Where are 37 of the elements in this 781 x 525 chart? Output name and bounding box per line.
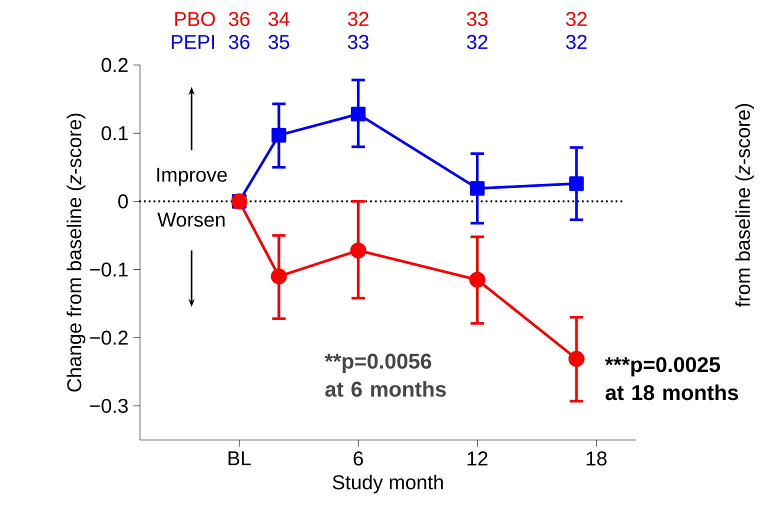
point — [470, 181, 485, 196]
point — [469, 272, 486, 288]
x-tick-label: BL — [228, 451, 251, 466]
point — [270, 268, 287, 284]
point — [272, 128, 286, 143]
y-tick-label: 0 — [118, 194, 128, 208]
y-tick-label: 0.1 — [102, 126, 128, 140]
text: PEPI — [172, 35, 214, 49]
y2-axis-title: from baseline (z-score) — [735, 104, 754, 307]
x-axis-title: Study month — [332, 474, 443, 494]
point — [350, 242, 366, 258]
point — [350, 106, 366, 122]
annotation: Improve — [157, 168, 227, 186]
x-tick-label: 12 — [468, 451, 488, 466]
text: 32 — [348, 12, 368, 26]
text: 32 — [566, 34, 587, 50]
x-tick-label: 6 — [354, 451, 363, 466]
text: PBO — [175, 12, 215, 26]
text: 33 — [348, 34, 368, 50]
annotation: Worsen — [157, 212, 225, 227]
text: 32 — [466, 34, 488, 50]
y-tick-label: −0.2 — [90, 330, 128, 345]
text: 36 — [228, 34, 250, 50]
text: 33 — [466, 12, 488, 26]
y-tick-label: −0.1 — [90, 262, 128, 277]
y-tick-label: −0.3 — [90, 398, 128, 413]
y-axis-title: Change from baseline (z-score) — [66, 114, 86, 392]
text: 34 — [268, 12, 290, 26]
text: 36 — [228, 12, 250, 26]
point — [569, 176, 584, 191]
y-tick-label: 0.2 — [102, 58, 128, 72]
annotation: **p=0.0056 at 6 months — [324, 354, 446, 397]
x-tick-label: 18 — [586, 451, 607, 466]
point — [568, 350, 584, 367]
annotation: ***p=0.0025 at 18 months — [605, 357, 738, 400]
text: 35 — [268, 34, 290, 50]
text: 32 — [566, 12, 587, 26]
